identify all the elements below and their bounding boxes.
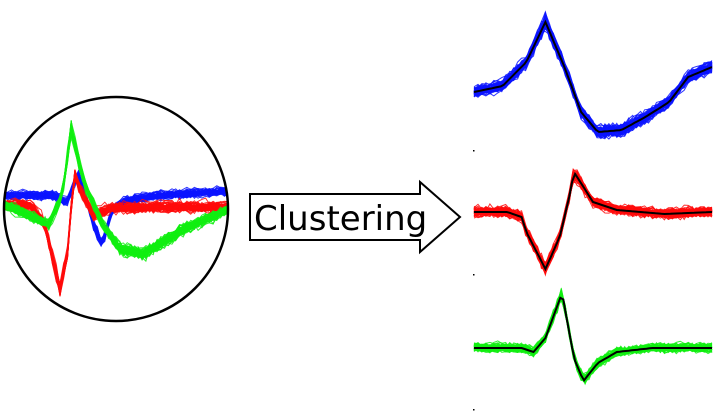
cluster-red-trace	[473, 175, 713, 273]
cluster-red-trace	[473, 173, 713, 269]
cluster-red-trace	[473, 171, 713, 271]
cluster-blue-trace	[473, 12, 713, 130]
cluster-red-trace	[473, 176, 713, 266]
cluster-red-mean	[474, 171, 713, 272]
cluster-blue-trace	[473, 28, 713, 135]
cluster-red-trace	[473, 175, 713, 273]
circle-outline	[2, 95, 230, 323]
cluster-red-panel	[473, 167, 713, 277]
cluster-green-mean	[474, 296, 712, 383]
mixed-red-trace	[4, 172, 228, 293]
cluster-red-trace	[473, 171, 713, 271]
cluster-red-trace	[473, 174, 713, 267]
mixed-green-trace	[4, 121, 228, 250]
cluster-red-trace	[473, 175, 713, 270]
cluster-red-trace	[473, 175, 713, 273]
cluster-red-trace	[473, 175, 713, 267]
cluster-red-trace	[473, 174, 713, 271]
cluster-red-trace	[473, 171, 713, 269]
mixed-green-trace	[4, 122, 228, 254]
cluster-panels	[473, 10, 713, 411]
cluster-red-trace	[473, 176, 713, 268]
cluster-green-trace	[473, 292, 713, 377]
cluster-red-trace	[473, 181, 713, 271]
mixed-green-trace	[4, 126, 228, 256]
tick-mark	[473, 150, 475, 152]
mixed-waveforms	[4, 120, 228, 297]
mixed-green-waveforms	[4, 120, 228, 263]
cluster-green-panel	[473, 287, 713, 386]
clustering-arrow: Clustering	[249, 179, 462, 255]
cluster-red-trace	[473, 179, 713, 268]
cluster-red-trace	[473, 178, 713, 266]
cluster-red-trace	[473, 177, 713, 272]
cluster-blue-trace	[473, 17, 713, 133]
cluster-red-trace	[473, 176, 713, 275]
cluster-red-trace	[473, 178, 713, 270]
mixed-spikes-panel	[2, 95, 230, 323]
mixed-green-trace	[4, 121, 228, 255]
tick-mark	[473, 409, 475, 411]
cluster-blue-panel	[473, 10, 713, 140]
cluster-red-trace	[473, 175, 713, 272]
cluster-blue-mean	[473, 19, 713, 133]
cluster-red-trace	[473, 175, 713, 270]
cluster-blue-trace	[473, 30, 713, 137]
cluster-red-trace	[473, 173, 713, 275]
cluster-red-trace	[473, 177, 713, 271]
cluster-red-trace	[473, 175, 713, 272]
cluster-red-trace	[473, 172, 713, 269]
cluster-red-trace	[473, 176, 713, 275]
cluster-red-trace	[473, 178, 713, 271]
cluster-blue-waveforms	[473, 10, 713, 140]
cluster-red-trace	[473, 177, 713, 271]
cluster-red-trace	[473, 172, 713, 273]
mixed-green-trace	[4, 137, 228, 259]
cluster-red-trace	[473, 177, 713, 272]
arrow-shape	[249, 179, 462, 255]
cluster-red-trace	[473, 171, 713, 274]
mixed-green-trace	[4, 120, 228, 254]
cluster-red-trace	[473, 173, 713, 272]
cluster-red-trace	[473, 179, 713, 266]
cluster-red-trace	[473, 172, 713, 273]
cluster-red-trace	[473, 175, 713, 267]
tick-mark	[473, 274, 475, 276]
cluster-red-trace	[473, 174, 713, 271]
cluster-red-trace	[473, 171, 713, 269]
cluster-red-trace	[473, 177, 713, 274]
cluster-red-trace	[473, 175, 713, 275]
cluster-red-trace	[473, 176, 713, 268]
cluster-red-trace	[473, 172, 713, 267]
arrow-label: Clustering	[254, 199, 427, 239]
cluster-red-trace	[473, 174, 713, 277]
cluster-blue-trace	[473, 10, 713, 129]
cluster-red-trace	[473, 175, 713, 272]
cluster-red-trace	[473, 173, 713, 269]
cluster-blue-trace	[473, 21, 713, 130]
cluster-red-trace	[473, 175, 713, 269]
cluster-red-trace	[473, 178, 713, 273]
cluster-red-trace	[473, 170, 713, 270]
cluster-red-trace	[473, 171, 713, 268]
cluster-red-trace	[473, 175, 713, 274]
cluster-red-trace	[473, 174, 713, 270]
cluster-red-trace	[473, 175, 713, 272]
cluster-red-trace	[473, 176, 713, 271]
cluster-red-waveforms	[473, 167, 713, 277]
cluster-red-trace	[473, 176, 713, 271]
cluster-red-trace	[473, 172, 713, 275]
cluster-red-trace	[473, 174, 713, 266]
cluster-red-trace	[473, 176, 713, 269]
cluster-red-trace	[473, 176, 713, 269]
